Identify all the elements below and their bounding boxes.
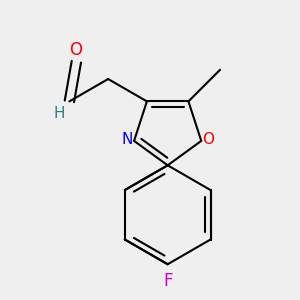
Text: O: O [69,41,82,59]
Text: H: H [53,106,64,121]
Text: F: F [163,272,172,290]
Text: O: O [202,132,214,147]
Text: N: N [121,132,133,147]
